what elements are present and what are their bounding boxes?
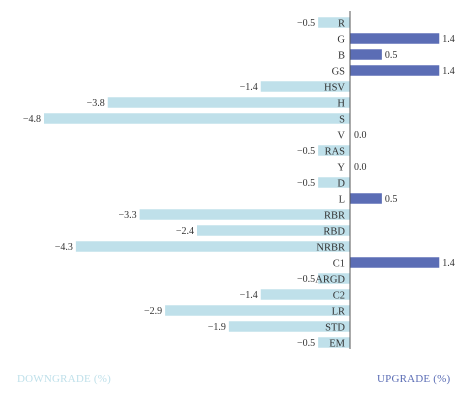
bar-rbd <box>197 225 350 236</box>
category-label-b: B <box>338 50 345 61</box>
value-label-rbd: −2.4 <box>176 226 194 237</box>
value-label-d: −0.5 <box>297 178 315 189</box>
bar-lr <box>165 305 350 316</box>
bar-nrbr <box>75 241 350 252</box>
value-label-gs: 1.4 <box>442 66 455 77</box>
bar-h <box>107 97 350 108</box>
value-label-c2: −1.4 <box>240 290 258 301</box>
bar-b <box>350 49 382 60</box>
category-label-s: S <box>339 114 345 125</box>
category-label-std: STD <box>325 322 345 333</box>
value-label-c1: 1.4 <box>442 258 455 269</box>
category-label-g: G <box>337 34 345 45</box>
bar-hsv <box>260 81 350 92</box>
value-label-em: −0.5 <box>297 338 315 349</box>
bar-std <box>228 321 350 332</box>
bar-r <box>318 17 350 28</box>
category-label-nrbr: NRBR <box>316 242 345 253</box>
category-label-v: V <box>337 130 345 141</box>
category-label-argd: ARGD <box>315 274 345 285</box>
value-label-y: 0.0 <box>354 162 367 173</box>
bar-d <box>318 177 350 188</box>
legend-upgrade: UPGRADE (%) <box>377 373 451 385</box>
bar-s <box>44 113 350 124</box>
value-label-argd: −0.5 <box>297 274 315 285</box>
bar-ras <box>318 145 350 156</box>
legend-downgrade: DOWNGRADE (%) <box>17 373 111 385</box>
bar-g <box>350 33 440 44</box>
value-label-r: −0.5 <box>297 18 315 29</box>
category-label-rbd: RBD <box>323 226 345 237</box>
category-label-y: Y <box>337 162 345 173</box>
bar-c1 <box>350 257 440 268</box>
category-label-c2: C2 <box>333 290 345 301</box>
bar-gs <box>350 65 440 76</box>
category-label-h: H <box>337 98 345 109</box>
bar-c2 <box>260 289 350 300</box>
value-label-h: −3.8 <box>87 98 105 109</box>
bar-em <box>318 337 350 348</box>
value-label-rbr: −3.3 <box>118 210 136 221</box>
category-label-hsv: HSV <box>324 82 345 93</box>
category-label-d: D <box>337 178 345 189</box>
value-label-v: 0.0 <box>354 130 367 141</box>
value-label-lr: −2.9 <box>144 306 162 317</box>
labels-layer: R −0.5 G 1.4 B 0.5 GS 1.4 HSV −1.4 H −3.8 S −4.8 V 0.0 R… <box>23 18 455 349</box>
category-label-rbr: RBR <box>324 210 345 221</box>
value-label-b: 0.5 <box>385 50 398 61</box>
category-label-ras: RAS <box>325 146 346 157</box>
value-label-g: 1.4 <box>442 34 455 45</box>
category-label-gs: GS <box>332 66 346 77</box>
bar-argd <box>318 273 350 284</box>
category-label-r: R <box>338 18 345 29</box>
value-label-s: −4.8 <box>23 114 41 125</box>
category-label-em: EM <box>329 338 345 349</box>
value-label-std: −1.9 <box>208 322 226 333</box>
bar-rbr <box>139 209 350 220</box>
category-label-lr: LR <box>332 306 345 317</box>
bar-l <box>350 193 382 204</box>
bars-layer <box>44 17 440 348</box>
value-label-ras: −0.5 <box>297 146 315 157</box>
value-label-hsv: −1.4 <box>240 82 258 93</box>
value-label-l: 0.5 <box>385 194 398 205</box>
value-label-nrbr: −4.3 <box>55 242 73 253</box>
category-label-l: L <box>339 194 345 205</box>
category-label-c1: C1 <box>333 258 345 269</box>
